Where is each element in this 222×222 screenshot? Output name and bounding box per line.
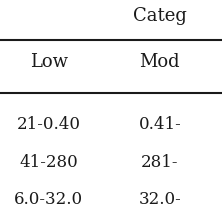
Text: 0.41-: 0.41- bbox=[139, 116, 181, 133]
Text: 41-280: 41-280 bbox=[20, 154, 78, 170]
Text: 21-0.40: 21-0.40 bbox=[17, 116, 81, 133]
Text: 6.0-32.0: 6.0-32.0 bbox=[14, 191, 83, 208]
Text: Mod: Mod bbox=[140, 53, 180, 71]
Text: Low: Low bbox=[30, 53, 68, 71]
Text: Categ: Categ bbox=[133, 6, 187, 25]
Text: 32.0-: 32.0- bbox=[139, 191, 181, 208]
Text: 281-: 281- bbox=[141, 154, 178, 170]
